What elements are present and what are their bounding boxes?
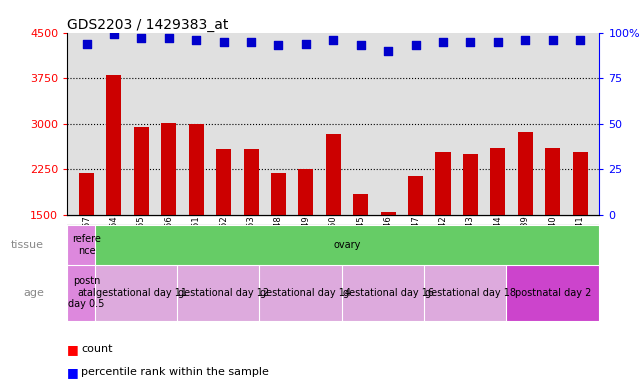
Text: gestational day 14: gestational day 14 — [260, 288, 351, 298]
Bar — [326, 134, 341, 215]
Text: GSM120843: GSM120843 — [466, 215, 475, 266]
Bar — [67, 265, 106, 321]
Point — [109, 31, 119, 38]
Bar — [463, 154, 478, 215]
Point — [493, 39, 503, 45]
Text: GSM120856: GSM120856 — [164, 215, 173, 266]
Bar — [271, 173, 286, 215]
Text: GSM120844: GSM120844 — [494, 215, 503, 266]
Text: GSM120841: GSM120841 — [576, 215, 585, 266]
Bar — [353, 194, 369, 215]
Bar — [435, 152, 451, 215]
Text: GSM120847: GSM120847 — [411, 215, 420, 266]
Point — [575, 37, 585, 43]
Text: GSM120845: GSM120845 — [356, 215, 365, 266]
Point — [163, 35, 174, 41]
Bar — [490, 148, 505, 215]
Point — [383, 48, 394, 54]
Text: GSM120848: GSM120848 — [274, 215, 283, 266]
Text: percentile rank within the sample: percentile rank within the sample — [81, 367, 269, 377]
Point — [520, 37, 530, 43]
Text: ■: ■ — [67, 343, 79, 356]
Bar — [424, 265, 517, 321]
Text: tissue: tissue — [11, 240, 44, 250]
Text: GSM120849: GSM120849 — [301, 215, 310, 266]
Bar — [79, 173, 94, 215]
Bar — [188, 124, 204, 215]
Point — [547, 37, 558, 43]
Point — [301, 40, 311, 46]
Bar — [506, 265, 599, 321]
Text: GSM120850: GSM120850 — [329, 215, 338, 266]
Bar — [67, 225, 106, 265]
Bar — [134, 127, 149, 215]
Text: count: count — [81, 344, 113, 354]
Text: GSM120854: GSM120854 — [110, 215, 119, 266]
Text: age: age — [23, 288, 44, 298]
Text: GSM120846: GSM120846 — [384, 215, 393, 266]
Bar — [342, 265, 435, 321]
Point — [246, 39, 256, 45]
Bar — [216, 149, 231, 215]
Text: gestational day 18: gestational day 18 — [425, 288, 516, 298]
Text: gestational day 11: gestational day 11 — [96, 288, 187, 298]
Point — [219, 39, 229, 45]
Text: ■: ■ — [67, 366, 79, 379]
Bar — [95, 265, 188, 321]
Bar — [106, 74, 121, 215]
Bar — [545, 148, 560, 215]
Text: GSM120840: GSM120840 — [548, 215, 557, 266]
Point — [465, 39, 476, 45]
Bar — [572, 152, 588, 215]
Point — [328, 37, 338, 43]
Text: refere
nce: refere nce — [72, 234, 101, 256]
Text: GSM120857: GSM120857 — [82, 215, 91, 266]
Bar — [381, 212, 395, 215]
Text: GSM120855: GSM120855 — [137, 215, 146, 266]
Bar — [259, 265, 353, 321]
Text: GSM120852: GSM120852 — [219, 215, 228, 266]
Point — [137, 35, 147, 41]
Text: ovary: ovary — [333, 240, 361, 250]
Text: GDS2203 / 1429383_at: GDS2203 / 1429383_at — [67, 18, 229, 31]
Bar — [244, 149, 258, 215]
Bar — [518, 132, 533, 215]
Text: gestational day 12: gestational day 12 — [178, 288, 269, 298]
Text: postn
atal
day 0.5: postn atal day 0.5 — [69, 276, 104, 310]
Bar — [408, 176, 423, 215]
Point — [191, 37, 201, 43]
Point — [438, 39, 448, 45]
Bar — [162, 122, 176, 215]
Point — [273, 42, 283, 48]
Point — [356, 42, 366, 48]
Text: gestational day 16: gestational day 16 — [343, 288, 434, 298]
Text: postnatal day 2: postnatal day 2 — [515, 288, 591, 298]
Bar — [298, 169, 313, 215]
Text: GSM120839: GSM120839 — [520, 215, 530, 266]
Text: GSM120842: GSM120842 — [438, 215, 447, 266]
Text: GSM120853: GSM120853 — [247, 215, 256, 266]
Point — [81, 40, 92, 46]
Bar — [177, 265, 271, 321]
Point — [410, 42, 420, 48]
Text: GSM120851: GSM120851 — [192, 215, 201, 266]
